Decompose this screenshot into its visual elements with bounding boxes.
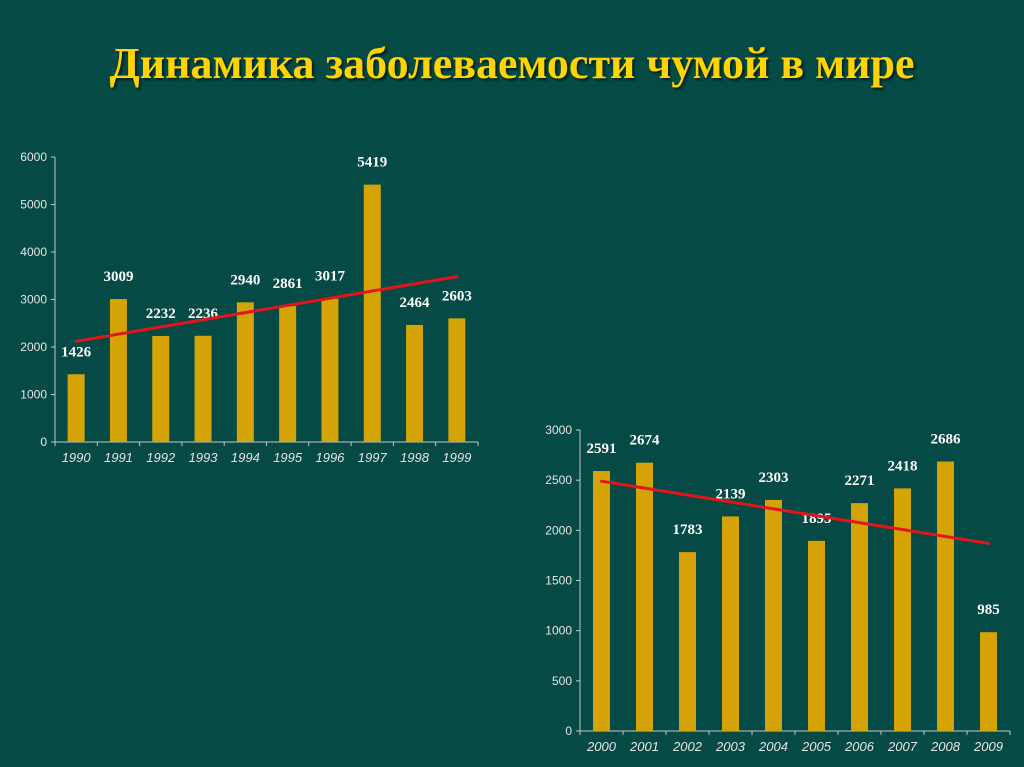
data-label: 2603 bbox=[442, 288, 472, 304]
y-tick-label: 5000 bbox=[20, 198, 47, 212]
page-title: Динамика заболеваемости чумой в мире bbox=[109, 39, 915, 88]
bar-1990 bbox=[67, 374, 85, 442]
x-tick-label: 1999 bbox=[442, 450, 471, 465]
y-tick-label: 0 bbox=[40, 435, 47, 449]
y-tick-label: 0 bbox=[565, 724, 572, 738]
bar-1993 bbox=[194, 335, 212, 442]
x-tick-label: 1996 bbox=[315, 450, 345, 465]
x-tick-label: 2000 bbox=[586, 739, 617, 754]
y-tick-label: 6000 bbox=[20, 150, 47, 164]
y-tick-label: 1000 bbox=[20, 388, 47, 402]
trend-line bbox=[74, 275, 459, 343]
y-tick-label: 1500 bbox=[545, 574, 572, 588]
bar-1995 bbox=[279, 306, 297, 442]
bar-2007 bbox=[894, 488, 911, 731]
y-tick-label: 3000 bbox=[545, 423, 572, 437]
x-tick-label: 1991 bbox=[104, 450, 133, 465]
trend-line bbox=[600, 479, 990, 545]
x-tick-label: 1998 bbox=[400, 450, 430, 465]
x-tick-label: 2003 bbox=[715, 739, 746, 754]
bar-1992 bbox=[152, 335, 170, 442]
data-label: 2232 bbox=[146, 306, 176, 322]
bar-2003 bbox=[722, 516, 739, 731]
y-tick-label: 4000 bbox=[20, 245, 47, 259]
x-tick-label: 2002 bbox=[672, 739, 703, 754]
data-label: 3017 bbox=[315, 269, 346, 285]
x-tick-label: 2008 bbox=[930, 739, 961, 754]
bar-1994 bbox=[236, 302, 254, 442]
y-tick-label: 3000 bbox=[20, 293, 47, 307]
x-tick-label: 1994 bbox=[231, 450, 260, 465]
x-tick-label: 2007 bbox=[887, 739, 918, 754]
y-tick-label: 1000 bbox=[545, 624, 572, 638]
bar-2005 bbox=[808, 540, 825, 731]
data-label: 5419 bbox=[357, 155, 387, 171]
data-label: 2303 bbox=[759, 470, 789, 486]
bar-2004 bbox=[765, 499, 782, 731]
x-tick-label: 1993 bbox=[189, 450, 219, 465]
data-label: 1783 bbox=[673, 522, 703, 538]
bar-2006 bbox=[851, 503, 868, 731]
bar-2000 bbox=[593, 471, 610, 731]
data-label: 3009 bbox=[103, 269, 133, 285]
data-label: 985 bbox=[977, 602, 1000, 618]
bar-1997 bbox=[363, 184, 381, 442]
y-tick-label: 2000 bbox=[545, 523, 572, 537]
y-tick-label: 500 bbox=[552, 674, 572, 688]
y-tick-label: 2500 bbox=[545, 473, 572, 487]
data-label: 2674 bbox=[630, 433, 661, 449]
x-tick-label: 1990 bbox=[62, 450, 92, 465]
x-tick-label: 2001 bbox=[629, 739, 659, 754]
data-label: 2940 bbox=[230, 272, 260, 288]
x-tick-label: 2004 bbox=[758, 739, 788, 754]
x-tick-label: 1992 bbox=[146, 450, 176, 465]
x-tick-label: 2005 bbox=[801, 739, 832, 754]
x-tick-label: 1997 bbox=[358, 450, 388, 465]
data-label: 2861 bbox=[273, 276, 303, 292]
y-tick-label: 2000 bbox=[20, 340, 47, 354]
data-label: 2591 bbox=[587, 441, 617, 457]
data-label: 2271 bbox=[845, 473, 875, 489]
x-tick-label: 1995 bbox=[273, 450, 303, 465]
x-tick-label: 2009 bbox=[973, 739, 1003, 754]
data-label: 2686 bbox=[931, 432, 962, 448]
bar-1999 bbox=[448, 318, 466, 442]
bar-1998 bbox=[406, 324, 424, 442]
data-label: 2464 bbox=[400, 295, 431, 311]
bar-1996 bbox=[321, 298, 339, 442]
data-label: 2418 bbox=[888, 458, 918, 474]
data-label: 1426 bbox=[61, 344, 92, 360]
bar-2001 bbox=[636, 462, 653, 731]
bar-2008 bbox=[937, 461, 954, 731]
bar-2002 bbox=[679, 552, 696, 731]
bar-2009 bbox=[980, 632, 997, 731]
data-label: 2139 bbox=[716, 486, 746, 502]
x-tick-label: 2006 bbox=[844, 739, 875, 754]
